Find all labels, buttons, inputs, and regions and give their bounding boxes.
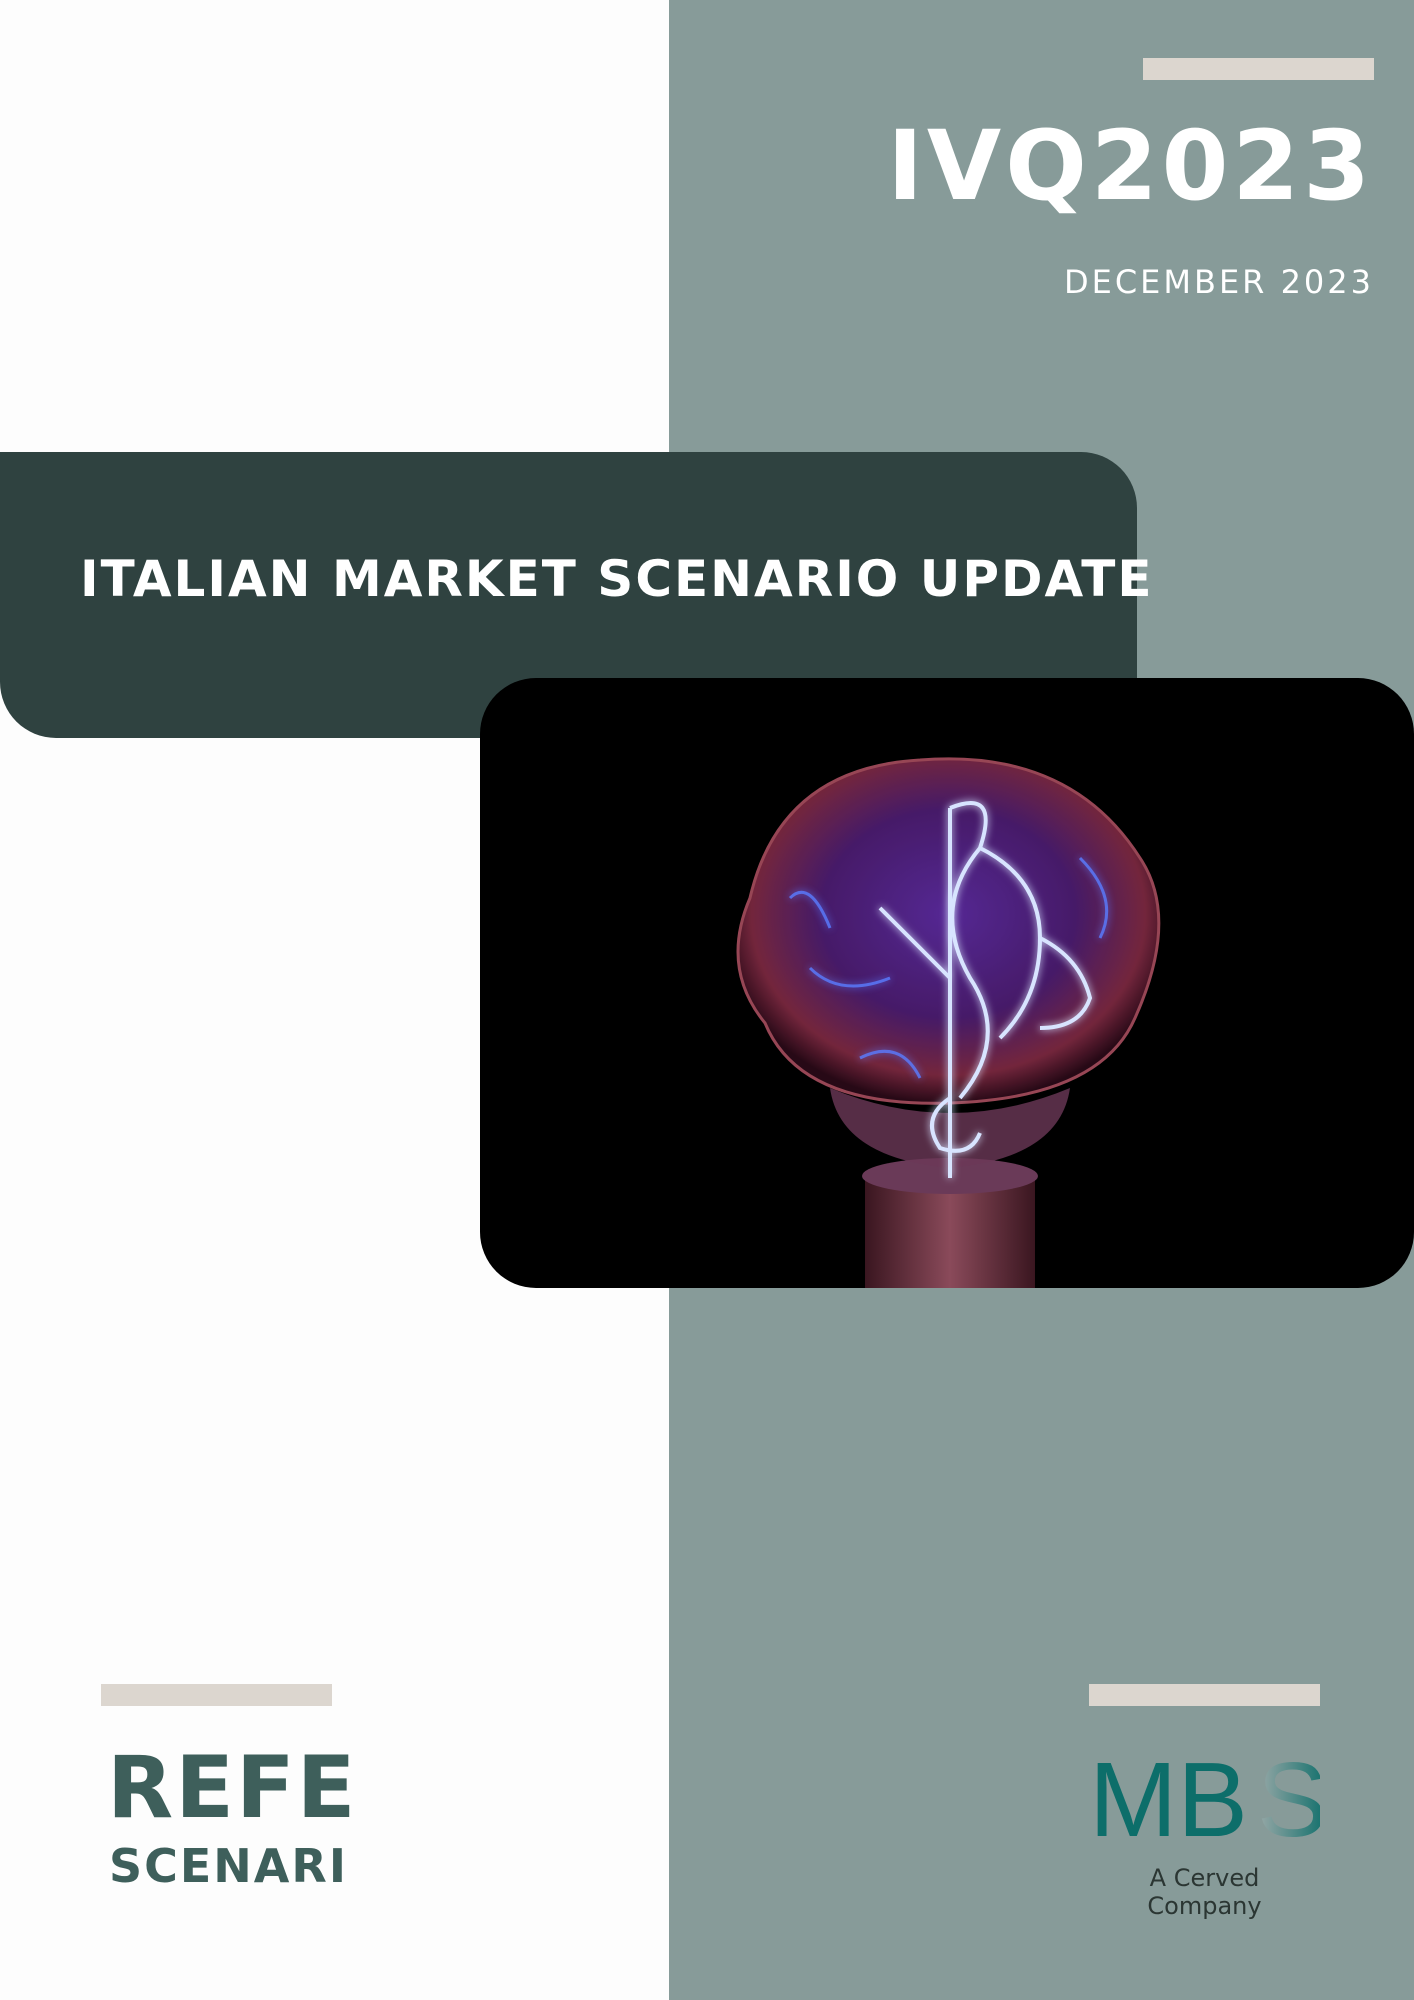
mbs-tagline: A Cerved Company	[1147, 1864, 1262, 1920]
brand-scenari: SCENARI	[109, 1839, 348, 1893]
quarter-label: IVQ2023	[887, 110, 1374, 222]
accent-bar-top	[1143, 58, 1374, 80]
mbs-logo: MB S	[1089, 1752, 1320, 1842]
mbs-logo-mb: MB	[1089, 1752, 1248, 1842]
light-bulb-photo	[480, 678, 1414, 1288]
accent-bar-left	[101, 1684, 332, 1706]
report-title: ITALIAN MARKET SCENARIO UPDATE	[80, 550, 1154, 608]
accent-bar-right	[1089, 1684, 1320, 1706]
brand-refe: REFE	[107, 1738, 358, 1838]
mbs-logo-s: S	[1257, 1752, 1320, 1842]
date-label: DECEMBER 2023	[1063, 263, 1374, 301]
light-bulb-icon	[736, 757, 1161, 1288]
